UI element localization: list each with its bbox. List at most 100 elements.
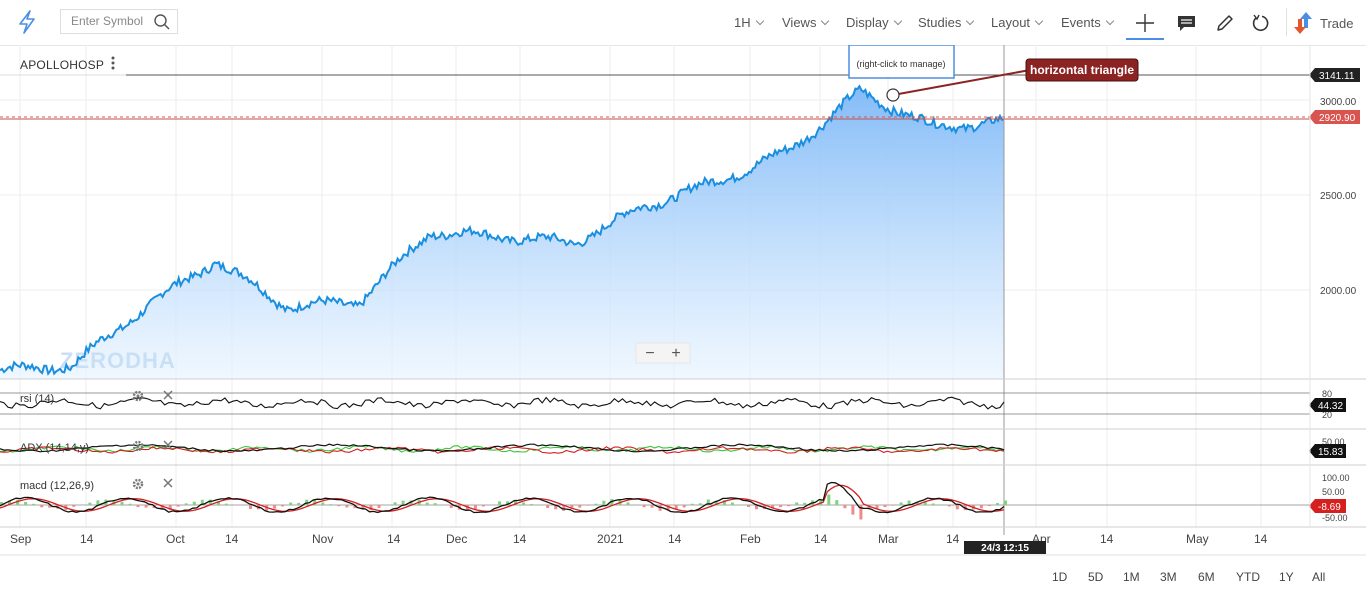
macd-settings-icon[interactable]: [132, 478, 144, 490]
symbol-options-icon[interactable]: [108, 55, 118, 71]
macd-histogram-bar: [626, 502, 630, 505]
range-button-1y[interactable]: 1Y: [1279, 570, 1294, 584]
views-menu[interactable]: Views: [782, 15, 830, 30]
adx-value-badge: [1309, 444, 1346, 458]
macd-histogram-bar: [923, 501, 927, 505]
rsi-close-icon[interactable]: [163, 390, 173, 400]
range-button-5d[interactable]: 5D: [1088, 570, 1104, 584]
macd-histogram-bar: [433, 503, 437, 505]
macd-tick: -50.00: [1322, 513, 1348, 523]
x-axis-label: 14: [513, 532, 527, 546]
macd-histogram-bar: [819, 499, 823, 505]
macd-histogram-bar: [586, 505, 590, 506]
x-axis-label: 14: [946, 532, 960, 546]
chevron-down-icon: [821, 16, 830, 26]
zoom-out-button[interactable]: −: [645, 345, 654, 362]
macd-histogram-bar: [787, 505, 791, 507]
crosshair-icon: [1136, 14, 1154, 32]
macd-histogram-bar: [385, 504, 389, 505]
x-axis-label: 14: [1100, 532, 1114, 546]
range-button-6m[interactable]: 6M: [1198, 570, 1215, 584]
adx-settings-icon[interactable]: [132, 440, 144, 452]
macd-histogram-bar: [297, 502, 301, 505]
lightning-logo-icon[interactable]: [16, 10, 38, 34]
range-button-ytd[interactable]: YTD: [1236, 570, 1260, 584]
rsi-tick: 20: [1322, 410, 1332, 420]
layout-menu[interactable]: Layout: [991, 15, 1044, 30]
macd-histogram-bar: [329, 504, 333, 505]
search-input[interactable]: [71, 14, 151, 28]
macd-histogram-bar: [795, 502, 799, 505]
macd-close-icon[interactable]: [163, 478, 173, 488]
adx-minus-di-line: [0, 446, 1005, 454]
adx-tick: 50.00: [1322, 437, 1345, 447]
symbol-name[interactable]: APOLLOHOSP: [20, 58, 105, 72]
macd-histogram-bar: [136, 505, 140, 508]
macd-histogram-bar: [337, 505, 341, 507]
macd-histogram-bar: [843, 505, 847, 509]
crosshair-button[interactable]: [1126, 8, 1164, 40]
price-chart[interactable]: ZERODHA (right-click to manage) horizont…: [0, 45, 1366, 600]
macd-histogram-bar: [409, 500, 413, 505]
macd-histogram-bar: [899, 502, 903, 505]
macd-histogram-bar: [915, 501, 919, 505]
events-menu[interactable]: Events: [1061, 15, 1114, 30]
symbol-search[interactable]: [60, 9, 178, 34]
zoom-in-button[interactable]: +: [671, 345, 680, 362]
macd-histogram-bar: [345, 505, 349, 508]
macd-histogram-bar: [562, 505, 566, 511]
undo-icon[interactable]: [1247, 10, 1273, 36]
macd-value-badge: [1309, 499, 1346, 513]
display-menu[interactable]: Display: [846, 15, 902, 30]
price-tick: 3000.00: [1320, 97, 1357, 108]
rsi-value-badge: [1309, 398, 1346, 412]
macd-histogram-bar: [481, 505, 485, 507]
macd-histogram-bar: [8, 500, 11, 505]
macd-histogram-bar: [827, 494, 831, 505]
macd-histogram-bar: [642, 505, 646, 508]
range-button-3m[interactable]: 3M: [1160, 570, 1177, 584]
macd-histogram-bar: [216, 501, 220, 505]
studies-label: Studies: [918, 15, 962, 30]
studies-menu[interactable]: Studies: [918, 15, 975, 30]
top-toolbar: 1H Views Display Studies Layout Events T…: [0, 0, 1366, 46]
rsi-settings-icon[interactable]: [132, 390, 144, 402]
search-icon[interactable]: [153, 13, 171, 31]
macd-histogram-bar: [530, 504, 534, 505]
range-button-1d[interactable]: 1D: [1052, 570, 1068, 584]
macd-histogram-bar: [192, 501, 196, 505]
macd-histogram-bar: [650, 505, 654, 508]
range-button-1m[interactable]: 1M: [1123, 570, 1140, 584]
macd-histogram-bar: [361, 505, 365, 510]
adx-close-icon[interactable]: [163, 440, 173, 450]
macd-histogram-bar: [353, 505, 357, 509]
macd-histogram-bar: [803, 502, 807, 505]
macd-histogram-bar: [160, 505, 164, 510]
trade-label: Trade: [1320, 16, 1354, 31]
views-label: Views: [782, 15, 817, 30]
trade-button[interactable]: Trade: [1294, 11, 1353, 35]
macd-histogram-bar: [714, 500, 718, 505]
drawing-trendline[interactable]: [892, 69, 1031, 96]
macd-tick: 50.00: [1322, 487, 1345, 497]
macd-histogram: [0, 494, 1007, 520]
draw-pencil-icon[interactable]: [1212, 10, 1238, 36]
annotation-label-box[interactable]: [1025, 58, 1139, 82]
comment-icon[interactable]: [1174, 10, 1200, 36]
macd-label: macd (12,26,9): [20, 480, 94, 492]
interval-menu[interactable]: 1H: [734, 15, 764, 30]
macd-histogram-bar: [449, 505, 453, 508]
macd-histogram-bar: [730, 502, 734, 505]
range-button-all[interactable]: All: [1312, 570, 1326, 584]
macd-histogram-bar: [393, 502, 397, 505]
macd-histogram-bar: [249, 505, 252, 509]
last-high-value: 3141.11: [1319, 71, 1355, 82]
macd-histogram-bar: [931, 503, 935, 505]
macd-histogram-bar: [96, 500, 100, 505]
macd-histogram-bar: [996, 503, 999, 505]
macd-histogram-bar: [835, 500, 839, 505]
macd-histogram-bar: [224, 503, 228, 505]
macd-histogram-bar: [859, 505, 863, 520]
drawing-handle[interactable]: [886, 88, 900, 102]
macd-histogram-bar: [48, 505, 52, 508]
